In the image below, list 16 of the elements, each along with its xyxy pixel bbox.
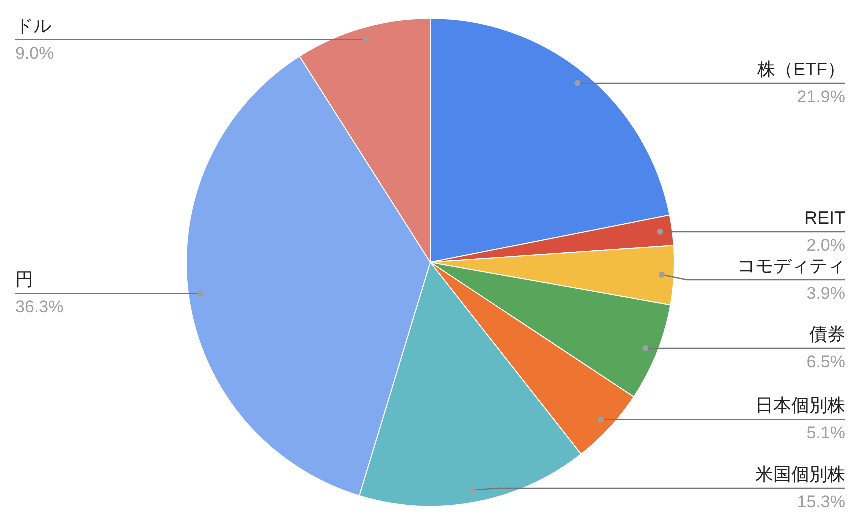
- data-label: 3.9%: [806, 284, 846, 304]
- slice-label: 株（ETF）: [756, 59, 846, 80]
- slice-label: 円: [16, 270, 34, 290]
- data-label: 9.0%: [16, 44, 54, 63]
- slice-label: 日本個別株: [756, 396, 846, 416]
- data-label: 6.5%: [806, 352, 846, 372]
- slice-label: REIT: [804, 208, 846, 228]
- data-label: 21.9%: [797, 87, 846, 106]
- data-label: 2.0%: [806, 236, 846, 256]
- slice-label: ドル: [16, 16, 52, 36]
- data-label: 5.1%: [806, 424, 846, 443]
- slice-label: 米国個別株: [756, 464, 846, 484]
- data-label: 15.3%: [797, 492, 846, 512]
- data-label: 36.3%: [16, 298, 64, 317]
- slice-label: 債券: [810, 324, 846, 345]
- slice-label: コモディティ: [738, 256, 846, 276]
